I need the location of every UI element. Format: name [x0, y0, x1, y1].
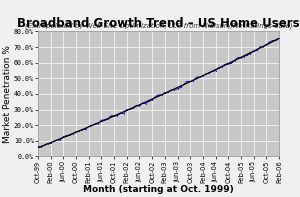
Y-axis label: Market Penetration %: Market Penetration %: [4, 45, 13, 143]
Title: Broadband Growth Trend – US Home Users: Broadband Growth Trend – US Home Users: [17, 17, 300, 30]
X-axis label: Month (starting at Oct. 1999): Month (starting at Oct. 1999): [83, 185, 234, 193]
Text: (Extrapolated by Web Site Optimization, LLC from Nielsen//NetRatings data): (Extrapolated by Web Site Optimization, …: [25, 22, 292, 29]
